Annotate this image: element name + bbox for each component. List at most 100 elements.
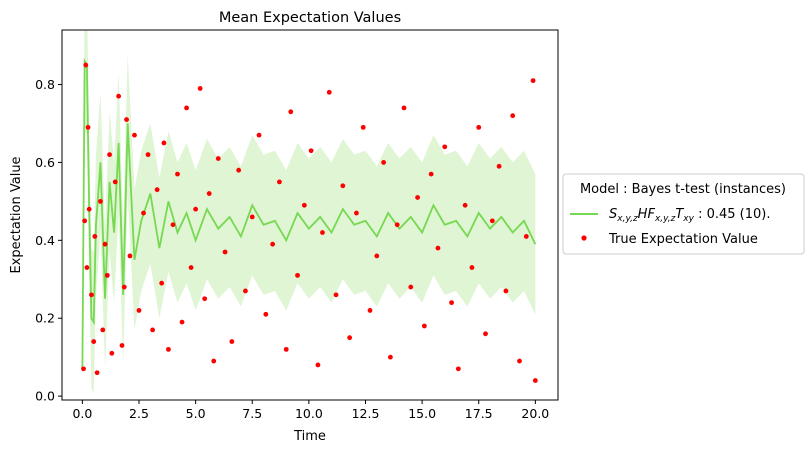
true-value-point bbox=[469, 265, 475, 270]
legend-box bbox=[562, 173, 805, 255]
true-value-point bbox=[85, 124, 91, 130]
true-value-point bbox=[107, 152, 112, 158]
true-value-point bbox=[206, 191, 212, 196]
true-value-point bbox=[283, 346, 289, 352]
true-value-point bbox=[154, 187, 160, 193]
x-axis-ticks: 0.0 2.5 5.0 7.5 10.0 12.5 15.0 17.5 20.0 bbox=[72, 400, 549, 421]
true-value-point bbox=[449, 300, 454, 306]
true-value-point bbox=[236, 167, 242, 173]
true-value-point bbox=[270, 241, 276, 247]
true-value-point bbox=[288, 109, 294, 115]
x-tick-label: 20.0 bbox=[521, 406, 549, 421]
x-tick-label: 10.0 bbox=[295, 406, 323, 421]
true-value-point bbox=[83, 62, 89, 68]
confidence-band bbox=[82, 30, 536, 397]
true-value-point bbox=[263, 311, 269, 317]
true-value-point bbox=[211, 358, 217, 364]
chart-title: Mean Expectation Values bbox=[219, 10, 401, 26]
x-tick-label: 12.5 bbox=[352, 406, 380, 421]
true-value-point bbox=[112, 179, 118, 185]
true-value-point bbox=[170, 222, 176, 228]
true-value-point bbox=[102, 241, 108, 247]
true-value-point bbox=[121, 284, 127, 290]
true-value-point bbox=[455, 366, 461, 372]
true-value-point bbox=[141, 210, 146, 216]
true-value-point bbox=[347, 335, 353, 341]
true-value-point bbox=[421, 323, 427, 329]
y-tick-label: 0.4 bbox=[35, 233, 55, 248]
true-value-point bbox=[308, 148, 314, 154]
y-tick-label: 0.2 bbox=[35, 311, 55, 326]
true-value-point bbox=[145, 152, 151, 158]
true-value-point bbox=[301, 202, 307, 208]
true-value-point bbox=[277, 179, 282, 185]
true-value-point bbox=[517, 358, 522, 364]
y-tick-label: 0.8 bbox=[35, 77, 55, 92]
true-value-point bbox=[215, 156, 221, 161]
true-points-layer bbox=[81, 62, 538, 383]
true-value-point bbox=[161, 140, 167, 146]
model-line-layer bbox=[81, 57, 537, 369]
true-value-point bbox=[84, 265, 90, 270]
true-value-point bbox=[249, 214, 255, 220]
true-value-point bbox=[394, 222, 400, 228]
plot-frame bbox=[61, 29, 559, 401]
true-value-point bbox=[116, 93, 122, 99]
true-value-point bbox=[326, 89, 332, 95]
true-value-point bbox=[94, 370, 100, 376]
true-value-point bbox=[243, 288, 248, 294]
true-value-point bbox=[489, 218, 495, 224]
true-value-point bbox=[530, 78, 536, 84]
true-value-point bbox=[119, 343, 125, 348]
true-value-point bbox=[86, 206, 92, 212]
legend-point-swatch bbox=[581, 235, 587, 241]
x-tick-label: 2.5 bbox=[129, 406, 149, 421]
true-value-point bbox=[388, 354, 393, 360]
true-value-point bbox=[136, 308, 142, 313]
true-value-point bbox=[320, 230, 325, 235]
true-value-point bbox=[476, 124, 482, 130]
true-value-point bbox=[100, 327, 106, 333]
true-value-point bbox=[91, 339, 97, 344]
true-value-point bbox=[175, 171, 180, 177]
true-value-point bbox=[229, 339, 235, 344]
y-tick-label: 0.0 bbox=[35, 389, 55, 404]
true-value-point bbox=[124, 117, 129, 122]
true-value-point bbox=[92, 234, 98, 239]
confidence-band-layer bbox=[82, 30, 536, 397]
true-value-point bbox=[184, 105, 189, 111]
true-value-point bbox=[510, 113, 516, 119]
true-value-point bbox=[374, 253, 380, 259]
model-line bbox=[81, 57, 537, 369]
true-value-point bbox=[104, 272, 110, 278]
legend-points-label: True Expectation Value bbox=[608, 232, 758, 247]
y-axis-label: Expectation Value bbox=[9, 156, 24, 273]
legend-model-label: Sx,y,zHFx,y,zTxy : 0.45 (10). bbox=[609, 207, 771, 224]
true-value-point bbox=[222, 249, 228, 255]
true-value-point bbox=[532, 378, 538, 383]
true-value-point bbox=[193, 206, 199, 212]
true-value-point bbox=[202, 296, 208, 302]
true-value-point bbox=[315, 362, 321, 368]
plot-area bbox=[81, 30, 538, 397]
true-value-point bbox=[523, 234, 529, 239]
true-value-point bbox=[496, 163, 502, 169]
x-axis-label: Time bbox=[293, 429, 326, 444]
true-value-point bbox=[415, 195, 420, 200]
true-value-point bbox=[483, 331, 488, 337]
true-value-point bbox=[503, 288, 509, 294]
true-value-point bbox=[166, 346, 171, 352]
true-value-point bbox=[127, 253, 133, 259]
true-value-point bbox=[381, 160, 387, 165]
true-value-point bbox=[428, 171, 434, 177]
x-tick-label: 5.0 bbox=[186, 406, 206, 421]
true-value-point bbox=[408, 284, 414, 290]
true-value-point bbox=[109, 350, 115, 356]
true-value-point bbox=[462, 202, 468, 208]
true-value-point bbox=[89, 292, 94, 298]
true-value-point bbox=[333, 292, 339, 298]
true-value-point bbox=[150, 327, 155, 333]
true-value-point bbox=[442, 144, 448, 150]
x-tick-label: 17.5 bbox=[465, 406, 493, 421]
